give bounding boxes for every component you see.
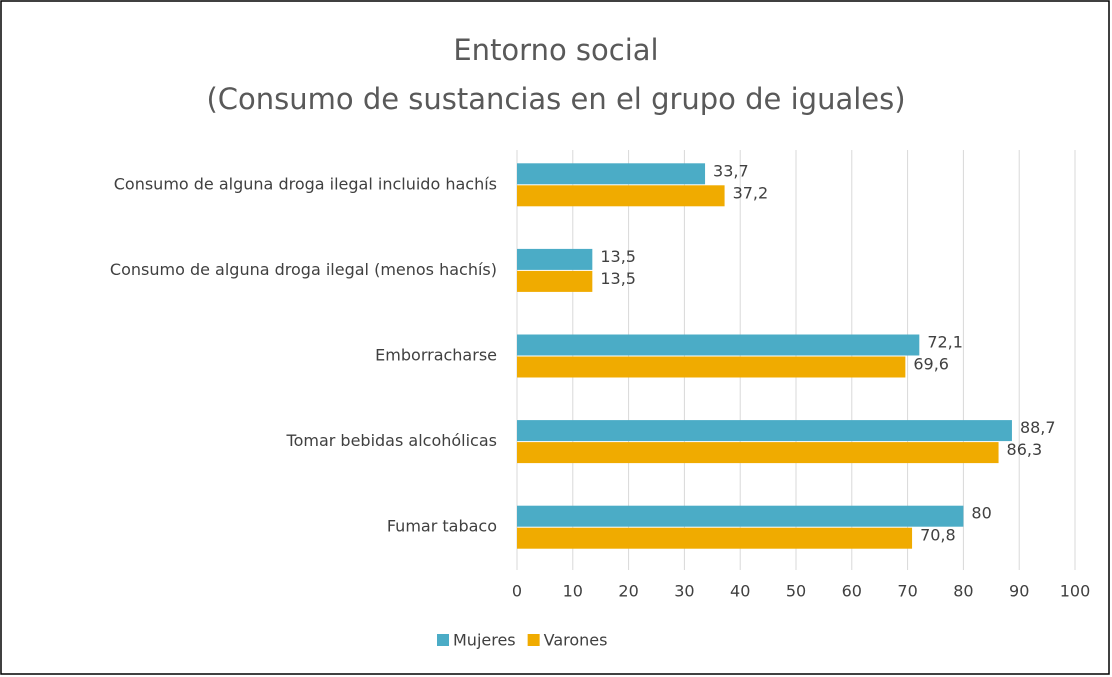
- bar: [517, 420, 1012, 442]
- x-tick-label: 70: [897, 582, 917, 601]
- value-label: 13,5: [600, 247, 636, 266]
- bar: [517, 248, 593, 270]
- x-tick-label: 40: [730, 582, 750, 601]
- legend-label: Varones: [544, 631, 608, 650]
- y-tick-label: Fumar tabaco: [387, 517, 497, 536]
- value-label: 37,2: [733, 183, 769, 202]
- bar: [517, 505, 964, 527]
- x-tick-label: 60: [842, 582, 862, 601]
- value-label: 72,1: [927, 333, 963, 352]
- chart-title: Entorno social: [453, 33, 658, 67]
- bar: [517, 270, 593, 292]
- bar: [517, 334, 920, 356]
- x-tick-label: 10: [563, 582, 583, 601]
- legend-swatch: [527, 634, 540, 646]
- bar: [517, 527, 913, 549]
- value-label: 69,6: [913, 355, 949, 374]
- bar: [517, 356, 906, 378]
- x-tick-label: 50: [786, 582, 806, 601]
- value-label: 13,5: [600, 269, 636, 288]
- x-tick-label: 0: [512, 582, 522, 601]
- value-label: 86,3: [1007, 440, 1043, 459]
- bar: [517, 163, 706, 185]
- value-label: 80: [971, 504, 991, 523]
- x-tick-label: 100: [1060, 582, 1091, 601]
- y-tick-label: Consumo de alguna droga ilegal incluido …: [114, 174, 497, 193]
- x-tick-label: 20: [618, 582, 638, 601]
- legend-swatch: [437, 634, 449, 646]
- y-tick-label: Consumo de alguna droga ilegal (menos ha…: [110, 260, 497, 279]
- bar: [517, 442, 999, 464]
- legend-label: Mujeres: [453, 631, 516, 650]
- x-tick-label: 30: [674, 582, 694, 601]
- y-tick-label: Tomar bebidas alcohólicas: [286, 431, 497, 450]
- x-tick-label: 80: [953, 582, 973, 601]
- chart-subtitle: (Consumo de sustancias en el grupo de ig…: [206, 82, 905, 116]
- value-label: 33,7: [713, 161, 749, 180]
- y-tick-label: Emborracharse: [375, 346, 497, 365]
- x-tick-label: 90: [1009, 582, 1029, 601]
- bar: [517, 185, 725, 207]
- value-label: 88,7: [1020, 418, 1056, 437]
- value-label: 70,8: [920, 526, 956, 545]
